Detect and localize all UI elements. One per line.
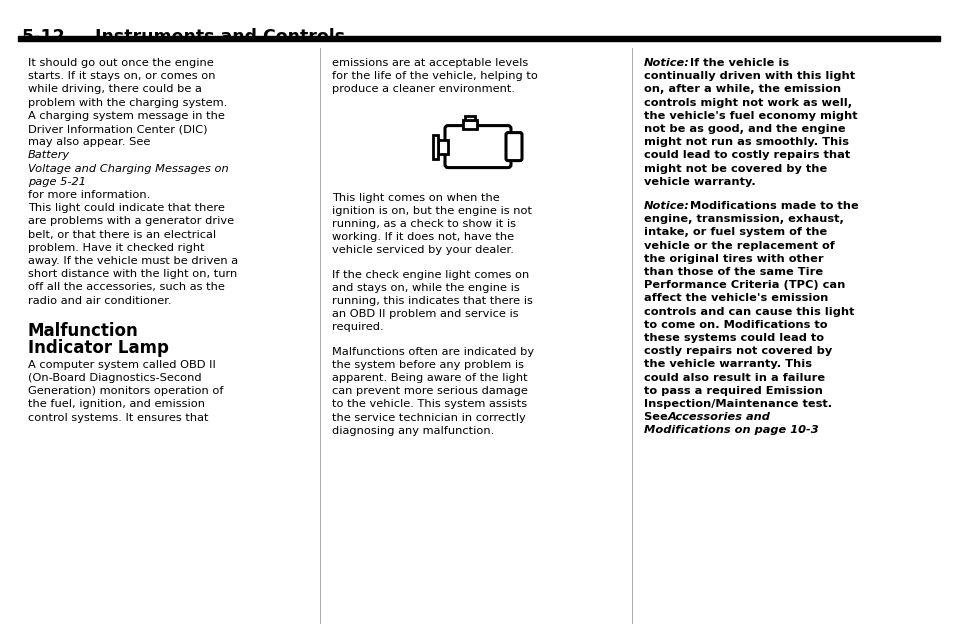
Text: 5-12: 5-12 xyxy=(22,28,66,46)
Text: off all the accessories, such as the: off all the accessories, such as the xyxy=(28,283,225,292)
Text: short distance with the light on, turn: short distance with the light on, turn xyxy=(28,269,237,279)
Bar xyxy=(433,135,437,159)
Text: the original tires with other: the original tires with other xyxy=(643,254,822,263)
Text: It should go out once the engine: It should go out once the engine xyxy=(28,58,213,68)
FancyBboxPatch shape xyxy=(505,133,521,161)
Text: engine, transmission, exhaust,: engine, transmission, exhaust, xyxy=(643,214,843,224)
Text: A charging system message in the: A charging system message in the xyxy=(28,111,225,121)
Text: This light comes on when the: This light comes on when the xyxy=(332,193,499,203)
Text: page 5-21: page 5-21 xyxy=(28,177,86,187)
Text: to the vehicle. This system assists: to the vehicle. This system assists xyxy=(332,399,527,410)
Text: problem. Have it checked right: problem. Have it checked right xyxy=(28,243,204,253)
Text: vehicle warranty.: vehicle warranty. xyxy=(643,177,755,187)
Text: controls might not work as well,: controls might not work as well, xyxy=(643,98,851,108)
Text: If the check engine light comes on: If the check engine light comes on xyxy=(332,270,529,279)
Text: running, as a check to show it is: running, as a check to show it is xyxy=(332,219,516,229)
Text: belt, or that there is an electrical: belt, or that there is an electrical xyxy=(28,230,216,240)
Text: emissions are at acceptable levels: emissions are at acceptable levels xyxy=(332,58,528,68)
Text: controls and can cause this light: controls and can cause this light xyxy=(643,307,854,316)
Text: to pass a required Emission: to pass a required Emission xyxy=(643,386,822,396)
Text: Instruments and Controls: Instruments and Controls xyxy=(95,28,345,46)
Text: If the vehicle is: If the vehicle is xyxy=(681,58,788,68)
Bar xyxy=(437,140,448,154)
Text: Inspection/Maintenance test.: Inspection/Maintenance test. xyxy=(643,399,831,409)
Text: an OBD II problem and service is: an OBD II problem and service is xyxy=(332,309,518,319)
Bar xyxy=(18,36,939,41)
Text: Driver Information Center (DIC): Driver Information Center (DIC) xyxy=(28,124,208,134)
Text: the system before any problem is: the system before any problem is xyxy=(332,360,523,370)
Text: Malfunctions often are indicated by: Malfunctions often are indicated by xyxy=(332,346,534,357)
Text: diagnosing any malfunction.: diagnosing any malfunction. xyxy=(332,426,494,436)
Text: while driving, there could be a: while driving, there could be a xyxy=(28,84,202,94)
Text: Accessories and: Accessories and xyxy=(667,412,770,422)
Text: required.: required. xyxy=(332,322,383,332)
Text: problem with the charging system.: problem with the charging system. xyxy=(28,98,227,108)
Text: not be as good, and the engine: not be as good, and the engine xyxy=(643,124,844,134)
Text: might not be covered by the: might not be covered by the xyxy=(643,163,826,174)
Text: Malfunction: Malfunction xyxy=(28,322,138,340)
Text: ignition is on, but the engine is not: ignition is on, but the engine is not xyxy=(332,206,532,216)
Text: the service technician in correctly: the service technician in correctly xyxy=(332,413,525,422)
Text: affect the vehicle's emission: affect the vehicle's emission xyxy=(643,293,827,304)
Text: Voltage and Charging Messages on: Voltage and Charging Messages on xyxy=(28,163,229,174)
Text: (On-Board Diagnostics-Second: (On-Board Diagnostics-Second xyxy=(28,373,201,383)
Text: and stays on, while the engine is: and stays on, while the engine is xyxy=(332,283,519,293)
Text: may also appear. See: may also appear. See xyxy=(28,137,153,147)
Text: could lead to costly repairs that: could lead to costly repairs that xyxy=(643,151,849,160)
Text: Modifications made to the: Modifications made to the xyxy=(681,201,858,211)
Text: than those of the same Tire: than those of the same Tire xyxy=(643,267,822,277)
Text: away. If the vehicle must be driven a: away. If the vehicle must be driven a xyxy=(28,256,238,266)
Text: Indicator Lamp: Indicator Lamp xyxy=(28,339,169,357)
Text: the vehicle's fuel economy might: the vehicle's fuel economy might xyxy=(643,111,857,121)
FancyBboxPatch shape xyxy=(444,126,511,168)
Text: Modifications on page 10-3: Modifications on page 10-3 xyxy=(643,426,818,435)
Text: Notice:: Notice: xyxy=(643,201,689,211)
Text: control systems. It ensures that: control systems. It ensures that xyxy=(28,413,209,422)
Text: apparent. Being aware of the light: apparent. Being aware of the light xyxy=(332,373,527,383)
Text: .: . xyxy=(799,426,802,435)
Text: intake, or fuel system of the: intake, or fuel system of the xyxy=(643,227,826,237)
Text: vehicle or the replacement of: vehicle or the replacement of xyxy=(643,241,834,251)
Text: can prevent more serious damage: can prevent more serious damage xyxy=(332,386,527,396)
Text: to come on. Modifications to: to come on. Modifications to xyxy=(643,320,826,330)
Text: for the life of the vehicle, helping to: for the life of the vehicle, helping to xyxy=(332,71,537,81)
Text: these systems could lead to: these systems could lead to xyxy=(643,333,823,343)
Text: the vehicle warranty. This: the vehicle warranty. This xyxy=(643,359,811,369)
Text: the fuel, ignition, and emission: the fuel, ignition, and emission xyxy=(28,399,205,410)
Bar xyxy=(464,115,475,119)
Text: radio and air conditioner.: radio and air conditioner. xyxy=(28,295,172,306)
Text: vehicle serviced by your dealer.: vehicle serviced by your dealer. xyxy=(332,246,514,255)
Text: running, this indicates that there is: running, this indicates that there is xyxy=(332,296,533,306)
Text: continually driven with this light: continually driven with this light xyxy=(643,71,854,81)
Text: A computer system called OBD II: A computer system called OBD II xyxy=(28,360,215,370)
Text: Performance Criteria (TPC) can: Performance Criteria (TPC) can xyxy=(643,280,844,290)
Text: on, after a while, the emission: on, after a while, the emission xyxy=(643,84,841,94)
Text: are problems with a generator drive: are problems with a generator drive xyxy=(28,216,233,226)
Text: This light could indicate that there: This light could indicate that there xyxy=(28,203,225,213)
Text: starts. If it stays on, or comes on: starts. If it stays on, or comes on xyxy=(28,71,215,81)
Text: See: See xyxy=(643,412,671,422)
Text: could also result in a failure: could also result in a failure xyxy=(643,373,824,383)
Text: Notice:: Notice: xyxy=(643,58,689,68)
Text: Generation) monitors operation of: Generation) monitors operation of xyxy=(28,386,223,396)
Text: working. If it does not, have the: working. If it does not, have the xyxy=(332,232,514,242)
Text: might not run as smoothly. This: might not run as smoothly. This xyxy=(643,137,848,147)
Text: costly repairs not covered by: costly repairs not covered by xyxy=(643,346,831,356)
Text: Battery: Battery xyxy=(28,151,71,160)
Text: for more information.: for more information. xyxy=(28,190,150,200)
Text: produce a cleaner environment.: produce a cleaner environment. xyxy=(332,84,515,94)
Bar xyxy=(462,119,476,129)
